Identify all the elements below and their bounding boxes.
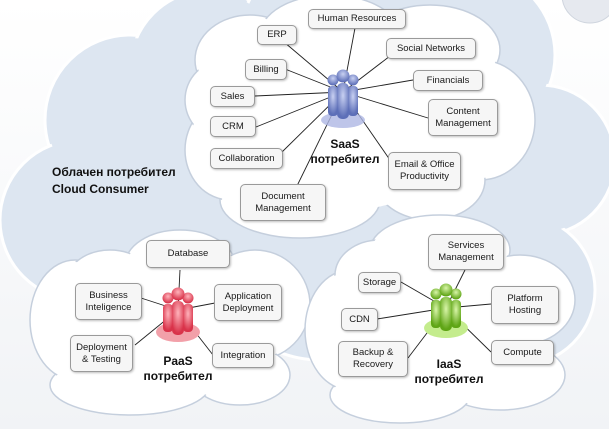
saas-item-erp: ERP (257, 25, 297, 45)
paas-item-application-deployment: Application Deployment (214, 284, 282, 321)
corner-decoration (561, 0, 609, 24)
paas-users-icon (156, 287, 200, 342)
saas-item-sales: Sales (210, 86, 255, 107)
paas-label-line2: потребител (143, 369, 213, 383)
saas-item-social-networks: Social Networks (386, 38, 476, 59)
iaas-item-cdn: CDN (341, 308, 378, 331)
iaas-label-line2: потребител (414, 372, 484, 386)
paas-consumer-label: PaaS потребител (128, 354, 228, 384)
saas-item-content-management: Content Management (428, 99, 498, 136)
cloud-consumer-title: Облачен потребител Cloud Consumer (52, 164, 176, 199)
saas-item-billing: Billing (245, 59, 287, 80)
iaas-users-icon (424, 283, 468, 338)
paas-item-deployment-testing: Deployment & Testing (70, 335, 133, 372)
saas-item-email-office-productivity: Email & Office Productivity (388, 152, 461, 190)
iaas-item-platform-hosting: Platform Hosting (491, 286, 559, 324)
iaas-item-storage: Storage (358, 272, 401, 293)
paas-label-line1: PaaS (163, 354, 193, 368)
saas-consumer-label: SaaS потребител (300, 137, 390, 167)
paas-item-business-intelligence: Business Inteligence (75, 283, 142, 320)
saas-item-collaboration: Collaboration (210, 148, 283, 169)
saas-users-icon (321, 69, 365, 128)
saas-item-crm: CRM (210, 116, 256, 137)
paas-item-database: Database (146, 240, 230, 268)
saas-item-document-management: Document Management (240, 184, 326, 221)
iaas-item-backup-recovery: Backup & Recovery (338, 341, 408, 377)
saas-label-line2: потребител (310, 152, 380, 166)
cloud-consumer-title-bg: Облачен потребител (52, 165, 176, 179)
saas-label-line1: SaaS (330, 137, 360, 151)
paas-item-integration: Integration (212, 343, 274, 368)
saas-item-human-resources: Human Resources (308, 9, 406, 29)
saas-item-financials: Financials (413, 70, 483, 91)
iaas-label-line1: IaaS (436, 357, 462, 371)
iaas-item-services-management: Services Management (428, 234, 504, 270)
iaas-item-compute: Compute (491, 340, 554, 365)
iaas-consumer-label: IaaS потребител (404, 357, 494, 387)
cloud-consumer-title-en: Cloud Consumer (52, 182, 149, 197)
